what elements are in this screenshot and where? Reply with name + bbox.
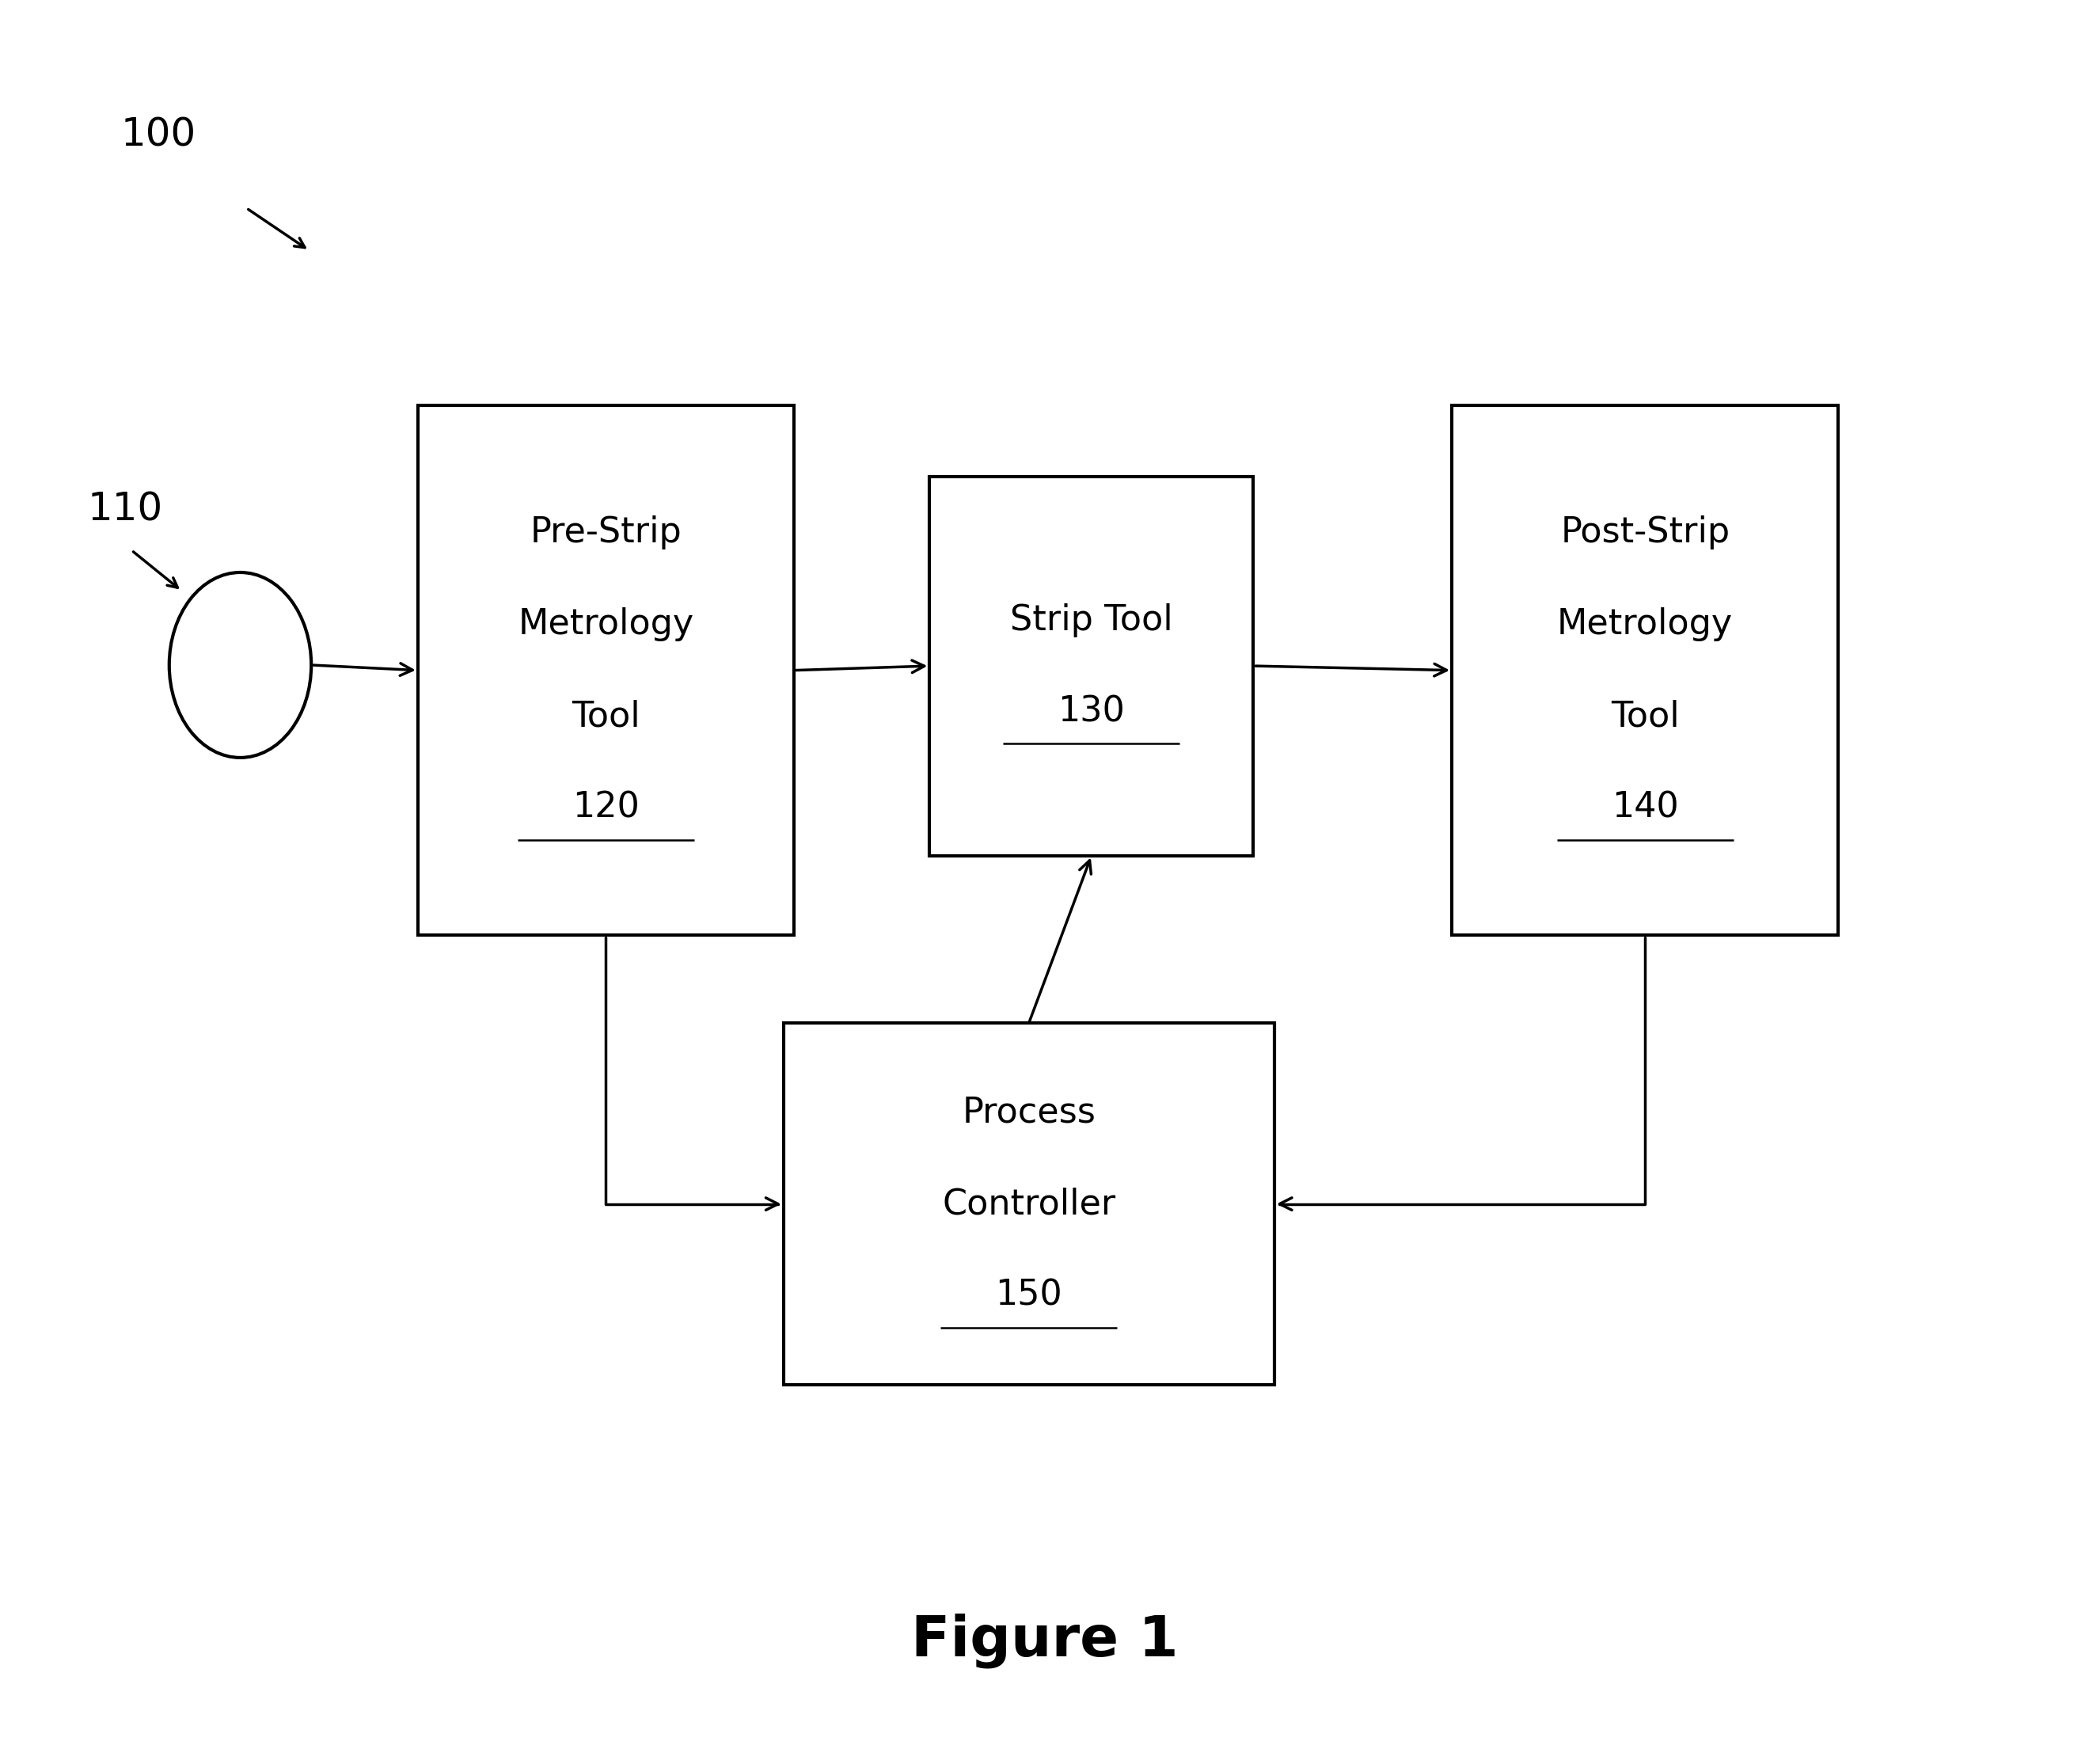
FancyBboxPatch shape <box>418 406 794 935</box>
Ellipse shape <box>169 573 311 759</box>
Text: Tool: Tool <box>572 699 639 734</box>
Text: Metrology: Metrology <box>1556 607 1734 642</box>
Text: Tool: Tool <box>1611 699 1680 734</box>
Text: Controller: Controller <box>942 1187 1116 1221</box>
Text: 130: 130 <box>1057 695 1126 729</box>
FancyBboxPatch shape <box>930 476 1253 856</box>
FancyBboxPatch shape <box>783 1023 1274 1385</box>
Text: Figure 1: Figure 1 <box>911 1612 1178 1669</box>
FancyBboxPatch shape <box>1452 406 1838 935</box>
Text: 150: 150 <box>994 1279 1063 1312</box>
Text: 120: 120 <box>572 790 639 826</box>
Text: 100: 100 <box>121 116 196 153</box>
Text: 110: 110 <box>88 490 163 527</box>
Text: Strip Tool: Strip Tool <box>1011 603 1172 637</box>
Text: Post-Strip: Post-Strip <box>1560 515 1730 550</box>
Text: Process: Process <box>963 1095 1095 1129</box>
Text: Pre-Strip: Pre-Strip <box>531 515 681 550</box>
Text: 140: 140 <box>1611 790 1680 826</box>
Text: Metrology: Metrology <box>518 607 694 642</box>
